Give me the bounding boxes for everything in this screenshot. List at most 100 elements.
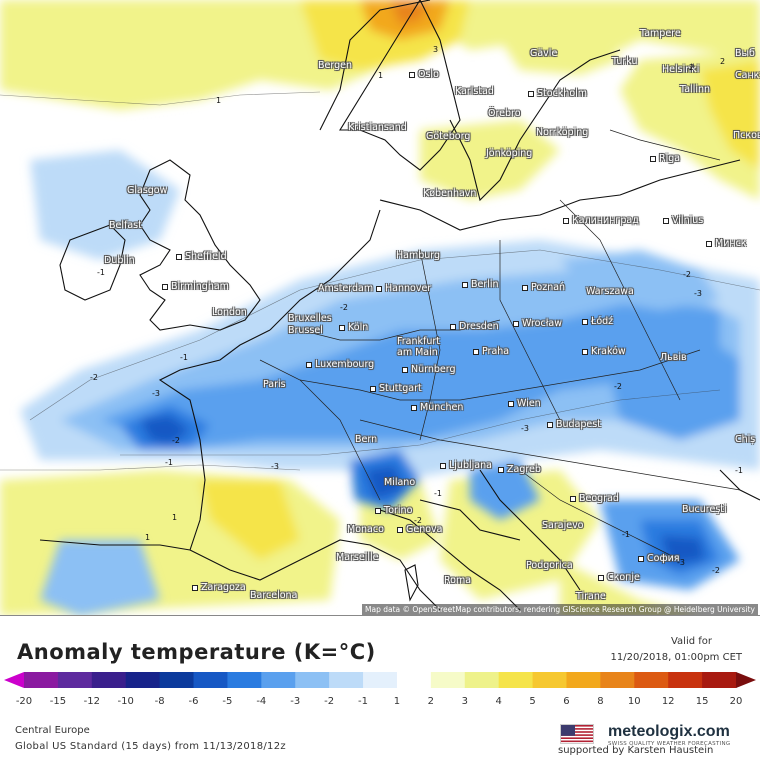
city-name: Hamburg	[396, 250, 441, 261]
city-name: Łódź	[591, 316, 614, 327]
isoline-label: -1	[97, 268, 105, 277]
city-label: Oslo	[409, 69, 439, 80]
legend-swatch	[91, 672, 127, 688]
city-marker	[397, 526, 403, 533]
city-marker	[563, 217, 569, 224]
city-label: Poznań	[522, 282, 565, 293]
city-label: Львів	[660, 352, 687, 363]
city-name: Göteborg	[426, 131, 471, 142]
city-marker	[570, 495, 576, 502]
isoline-label: -3	[677, 558, 685, 567]
city-marker	[528, 90, 534, 97]
city-label: Torino	[375, 505, 412, 516]
city-name: Псков	[733, 130, 760, 141]
city-label: Bern	[355, 434, 377, 445]
legend-tick-label: 8	[597, 696, 603, 707]
city-name: Monaco	[347, 524, 384, 535]
legend-tick-label: -10	[118, 696, 134, 707]
city-name: Brussel	[288, 325, 323, 336]
legend-swatch	[159, 672, 195, 688]
valid-for-label: Valid for	[670, 636, 712, 647]
city-label: London	[212, 307, 247, 318]
region-label: Central Europe	[15, 725, 90, 736]
isoline-label: -2	[172, 436, 180, 445]
isoline-label: -2	[340, 303, 348, 312]
city-marker	[462, 281, 468, 288]
city-name: Wien	[517, 398, 541, 409]
city-marker	[547, 421, 553, 428]
city-name: Birmingham	[171, 281, 229, 292]
isoline-label: -2	[414, 516, 422, 525]
legend-tick-label: -15	[50, 696, 66, 707]
city-marker	[306, 361, 312, 368]
city-name: Paris	[263, 379, 286, 390]
city-label: Podgorica	[526, 560, 573, 571]
city-name: Frankfurt	[397, 336, 441, 347]
city-label: Санкт	[735, 70, 760, 81]
city-label: Norrköping	[536, 127, 588, 138]
isoline-label: 3	[433, 45, 439, 54]
city-label: Praha	[473, 346, 509, 357]
city-label: Jönköping	[486, 148, 532, 159]
city-name: Tallinn	[680, 84, 711, 95]
city-label: Göteborg	[426, 131, 470, 142]
city-name: Bergen	[318, 60, 352, 71]
city-name: Nürnberg	[411, 364, 456, 375]
city-label: Warszawa	[586, 286, 634, 297]
isoline-label: -3	[521, 424, 529, 433]
city-name: Beograd	[579, 493, 619, 504]
city-label: Helsinki	[662, 64, 699, 75]
city-name: München	[420, 402, 464, 413]
city-name: Zaragoza	[201, 582, 246, 593]
city-name: Riga	[659, 153, 681, 164]
city-name: Tampere	[640, 28, 681, 39]
legend-swatch	[498, 672, 534, 688]
city-label: Glasgow	[127, 185, 167, 196]
city-name: Санкт	[735, 70, 760, 81]
legend-tick-label: -4	[256, 696, 266, 707]
city-label: Nürnberg	[402, 364, 456, 375]
city-name: Stockholm	[537, 88, 588, 99]
legend-swatch	[193, 672, 228, 688]
supported-by: supported by Karsten Haustein	[558, 745, 714, 756]
legend-tick-label: 10	[628, 696, 641, 707]
city-label: София	[638, 553, 679, 564]
city-marker	[650, 155, 656, 162]
city-label: Ljubljana	[440, 460, 492, 471]
city-label: Monaco	[347, 524, 384, 535]
city-marker	[409, 71, 415, 78]
meteologix-logo: meteologix.com SWISS QUALITY WEATHER FOR…	[608, 723, 730, 747]
city-name: Milano	[384, 477, 416, 488]
model-run-label: Global US Standard (15 days) from 11/13/…	[15, 741, 286, 752]
city-name: Sarajevo	[542, 520, 584, 531]
legend-swatch	[24, 672, 59, 688]
city-marker	[176, 253, 182, 260]
city-name: Luxembourg	[315, 359, 375, 370]
city-name: Kraków	[591, 346, 626, 357]
city-name: Tirane	[576, 591, 606, 602]
city-marker	[402, 366, 408, 373]
legend-tick-label: -5	[222, 696, 232, 707]
color-legend: -20 -15 -12 -10 -8 -6 -5 -4 -3 -2 -1 1 2 3 4 5 6 8 10 12 15 2…	[4, 672, 756, 707]
legend-tick-label: 2	[428, 696, 434, 707]
city-marker	[339, 324, 345, 331]
city-label: Riga	[650, 153, 680, 164]
city-label: Zaragoza	[192, 582, 246, 593]
city-label: am Main	[397, 347, 438, 358]
city-name: Berlin	[471, 279, 499, 290]
city-marker	[598, 574, 604, 581]
city-label: Beograd	[570, 493, 619, 504]
isoline-label: -2	[712, 566, 720, 575]
isoline-label: 1	[216, 96, 222, 105]
isoline-label: 1	[145, 533, 151, 542]
city-name: Ljubljana	[449, 460, 492, 471]
city-label: Скопје	[598, 572, 640, 583]
city-name: Karlstad	[455, 86, 494, 97]
legend-tick-label: 6	[563, 696, 569, 707]
city-label: Luxembourg	[306, 359, 374, 370]
legend-tick-label: -6	[189, 696, 199, 707]
city-label: Belfast	[109, 220, 142, 231]
city-name: Bern	[355, 434, 378, 445]
city-name: Dublin	[104, 255, 135, 266]
city-name: Chiș	[735, 434, 756, 445]
